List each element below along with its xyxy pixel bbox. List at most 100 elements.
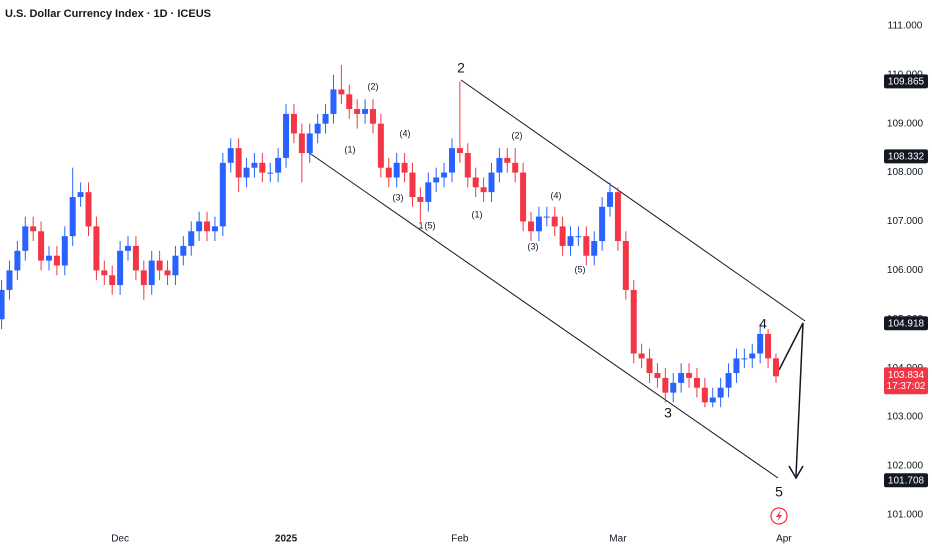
candle-body [219, 162, 226, 227]
price-axis: 101.000102.000103.000104.000105.000106.0… [884, 21, 928, 520]
candle-body [646, 358, 653, 374]
candle-body [528, 221, 535, 232]
candle-body [472, 177, 479, 188]
candle-body [93, 226, 100, 271]
chart-title: U.S. Dollar Currency Index · 1D · ICEUS [5, 8, 211, 20]
y-tick-label: 102.000 [887, 461, 924, 472]
candle-body [607, 192, 614, 207]
candle-body [599, 206, 606, 242]
wave-label: 5 [775, 484, 783, 500]
candle-body [622, 241, 629, 290]
current-price-label: 103.834 [888, 370, 925, 381]
candle-body [69, 197, 76, 237]
candle-body [117, 250, 124, 286]
current-price-badge [884, 367, 928, 395]
candle-body [53, 255, 60, 266]
candle-body [85, 192, 92, 227]
projection-arrow [788, 465, 804, 480]
candle-body [456, 148, 463, 154]
candle-body [314, 123, 321, 134]
y-tick-label: 109.000 [887, 118, 924, 129]
wave-label: (1) [345, 144, 356, 154]
candle-body [227, 148, 234, 163]
candle-body [772, 358, 779, 377]
candle-body [172, 255, 179, 276]
candle-body [0, 289, 5, 320]
candle-body [733, 358, 740, 374]
candle-body [251, 162, 258, 168]
price-badge-label: 108.332 [888, 152, 925, 163]
candle-body [30, 226, 37, 232]
candle-body [765, 333, 772, 359]
candle-body [670, 382, 677, 393]
price-badge [884, 149, 928, 164]
candle-body [535, 216, 542, 232]
candle-body [686, 373, 693, 378]
projection-path [778, 322, 804, 477]
candle-body [377, 123, 384, 168]
wave-label: 3 [664, 405, 672, 421]
candle-body [196, 221, 203, 232]
candle-body [567, 236, 574, 246]
wave-label: (5) [425, 220, 436, 230]
y-tick-label: 111.000 [888, 21, 923, 32]
y-tick-label: 103.000 [887, 412, 924, 423]
candle-body [678, 373, 685, 383]
candle-body [417, 197, 424, 202]
candle-body [409, 172, 416, 198]
wave-label: (4) [551, 190, 562, 200]
candle-body [741, 358, 748, 360]
price-badge-label: 101.708 [888, 475, 925, 486]
candle-body [243, 167, 250, 178]
candle-body [164, 270, 171, 276]
candle-body [425, 182, 432, 202]
alert-bolt [776, 510, 782, 522]
candle-body [6, 270, 13, 290]
x-tick-label: Dec [111, 534, 129, 545]
candle-body [701, 387, 708, 403]
candle-body [259, 162, 266, 173]
x-tick-label: 2025 [275, 534, 298, 545]
x-tick-label: Feb [451, 534, 469, 545]
candles [0, 65, 779, 408]
price-badge [884, 74, 928, 89]
wave-label: (1) [472, 209, 483, 219]
wave-label: (4) [400, 128, 411, 138]
candle-body [488, 172, 495, 193]
candle-body [693, 377, 700, 388]
countdown-label: 17:37:02 [887, 381, 926, 392]
candle-body [322, 113, 329, 124]
candle-body [464, 153, 471, 178]
candle-body [433, 177, 440, 183]
wave-label: (3) [393, 192, 404, 202]
candle-body [125, 245, 132, 251]
candle-body [725, 373, 732, 388]
candle-body [267, 172, 274, 174]
candle-body [298, 133, 305, 154]
candle-body [369, 109, 376, 124]
y-tick-label: 106.000 [887, 265, 924, 276]
candle-body [504, 157, 511, 163]
candle-body [717, 387, 724, 398]
channel-lines [307, 79, 806, 480]
candle-body [14, 250, 21, 271]
candle-body [45, 255, 52, 261]
candle-body [204, 221, 211, 232]
candle-body [385, 167, 392, 178]
y-tick-label: 101.000 [887, 509, 924, 520]
candle-body [354, 109, 361, 114]
candle-body [283, 113, 290, 158]
wave-label: (2) [368, 81, 379, 91]
candle-body [757, 333, 764, 354]
candle-body [654, 373, 661, 378]
y-tick-label: 108.000 [887, 167, 924, 178]
lower-trendline [307, 151, 779, 479]
candle-body [38, 231, 45, 261]
candle-body [77, 192, 84, 198]
candle-body [330, 89, 337, 114]
x-tick-label: Apr [776, 534, 792, 545]
candle-body [101, 270, 108, 276]
candle-body [591, 241, 598, 256]
